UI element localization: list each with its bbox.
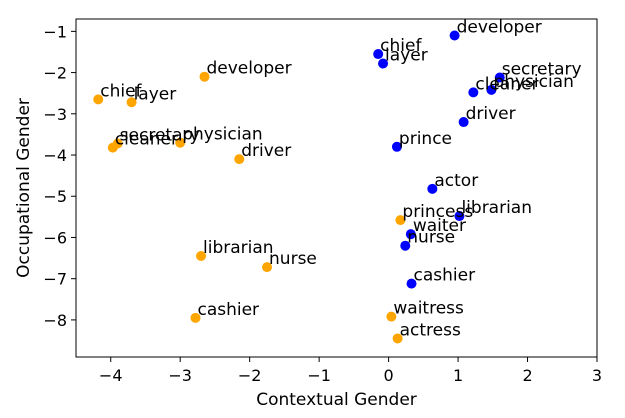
data-point (234, 154, 245, 165)
data-point-label: cleaner (115, 130, 178, 150)
y-tick-label: −1 (43, 22, 67, 41)
data-point-label: nurse (269, 249, 317, 269)
data-point-label: physician (182, 125, 262, 145)
data-point (199, 71, 210, 82)
data-point (196, 251, 207, 262)
data-point-label: waiter (413, 216, 466, 236)
data-point-label: librarian (203, 238, 274, 258)
y-axis-label: Occupational Gender (14, 98, 34, 278)
data-point (468, 87, 479, 98)
data-point-label: chief (100, 81, 142, 101)
data-point (454, 211, 465, 222)
y-tick-label: −4 (43, 146, 67, 165)
data-point (175, 137, 186, 148)
y-tick-label: −8 (43, 311, 67, 330)
data-point (400, 240, 411, 251)
data-point (392, 333, 403, 344)
data-point-label: librarian (461, 198, 532, 218)
data-point-label: cashier (414, 266, 476, 286)
data-point (427, 183, 438, 194)
data-point-label: chief (380, 36, 422, 56)
data-point-label: layer (385, 46, 428, 66)
data-point (486, 84, 497, 95)
data-point-label: actor (434, 171, 478, 191)
data-point (405, 229, 416, 240)
data-point-label: prince (399, 129, 452, 149)
data-point-label: developer (457, 17, 542, 37)
x-tick-label: −1 (307, 366, 331, 385)
data-point-label: physician (493, 72, 573, 92)
x-tick-label: 3 (592, 366, 602, 385)
plot-frame (75, 18, 598, 358)
y-tick-label: −3 (43, 105, 67, 124)
x-tick-label: −2 (238, 366, 262, 385)
data-points (93, 30, 505, 344)
data-point-labels: developerchieflayersecretaryphysiciancle… (100, 17, 581, 340)
data-point (449, 30, 460, 41)
data-point-label: waitress (393, 299, 464, 319)
y-tick-label: −5 (43, 187, 67, 206)
data-point-label: driver (241, 141, 291, 161)
data-point-label: driver (466, 104, 516, 124)
x-tick-label: −3 (168, 366, 192, 385)
data-point-label: layer (134, 84, 177, 104)
x-tick-label: 2 (522, 366, 532, 385)
data-point (458, 117, 469, 128)
data-point (126, 97, 137, 108)
data-point (395, 215, 406, 226)
data-point-label: secretary (120, 125, 200, 145)
data-point-label: nurse (407, 228, 455, 248)
x-axis-label: Contextual Gender (256, 390, 417, 410)
data-point (373, 49, 384, 60)
data-point (93, 94, 104, 105)
data-point (391, 141, 402, 152)
data-point (190, 312, 201, 323)
data-point-label: secretary (502, 60, 582, 80)
data-point (494, 72, 505, 83)
y-tick-label: −6 (43, 228, 67, 247)
x-tick-label: 0 (384, 366, 394, 385)
data-point (378, 58, 389, 69)
x-tick-label: 1 (453, 366, 463, 385)
data-point (406, 278, 417, 289)
y-tick-label: −7 (43, 270, 67, 289)
data-point (262, 262, 273, 273)
axis-ticks: −4 −3 −2 −1 0 1 2 3 −1 −2 −3 −4 −5 −6 −7 −8 (43, 22, 602, 385)
data-point (107, 142, 118, 153)
data-point (386, 311, 397, 322)
data-point-label: princess (402, 202, 473, 222)
data-point-label: developer (207, 59, 292, 79)
x-tick-label: −4 (99, 366, 123, 385)
y-tick-label: −2 (43, 64, 67, 83)
data-point-label: cleaner (475, 74, 538, 94)
data-point-label: actress (400, 320, 461, 340)
data-point-label: cashier (197, 300, 259, 320)
